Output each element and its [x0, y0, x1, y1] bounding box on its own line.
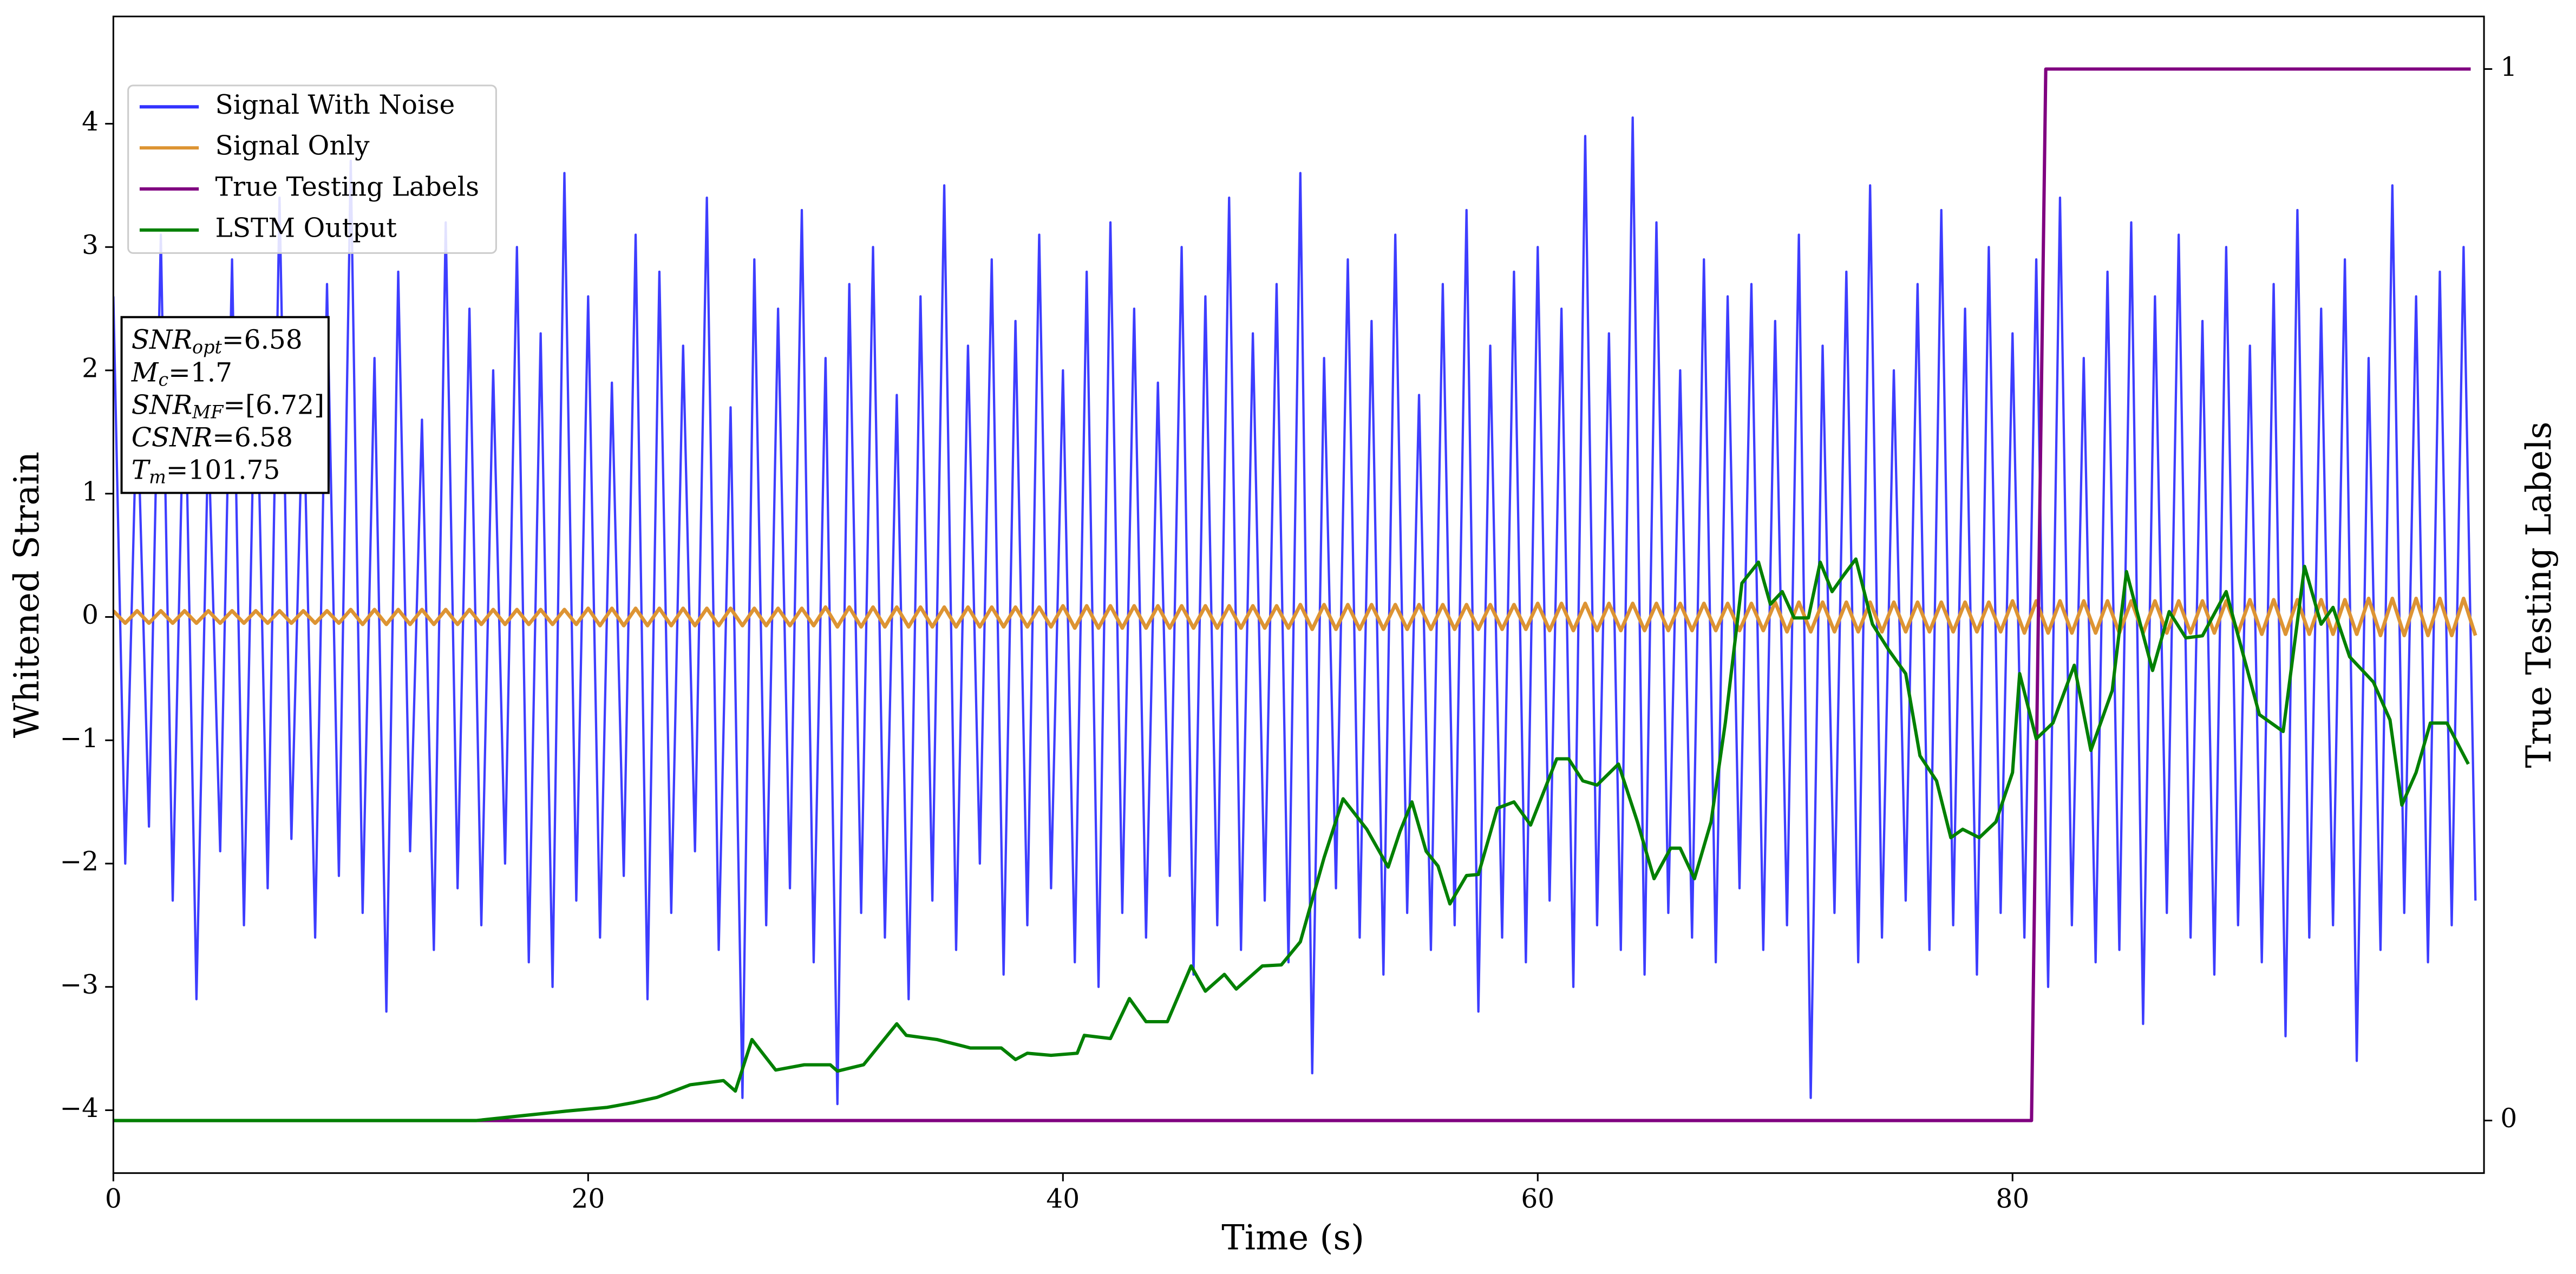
plot-area [113, 67, 2477, 1122]
series-line [113, 557, 2470, 1122]
y-tick-label: −4 [60, 1093, 99, 1123]
series-line [113, 116, 2477, 1106]
y-tick-label: 3 [82, 230, 99, 260]
stat-subscript: opt [192, 336, 222, 357]
stat-symbol: M [131, 357, 159, 388]
legend-label: Signal With Noise [215, 90, 455, 120]
y-tick-label: −3 [60, 970, 99, 1000]
stats-box: SNRopt=6.58Mc=1.7SNRMF=[6.72]CSNR=6.58Tm… [120, 316, 330, 494]
legend-label: True Testing Labels [215, 172, 480, 202]
x-tick-label: 0 [105, 1184, 122, 1214]
stat-line: SNRMF=[6.72] [132, 390, 324, 423]
stat-symbol: SNR [132, 325, 192, 355]
y2-tick-label: 0 [2500, 1103, 2517, 1134]
stat-subscript: c [158, 369, 168, 390]
legend-label: Signal Only [215, 131, 370, 161]
stat-value: =1.7 [168, 357, 232, 388]
legend: Signal With Noise Signal Only True Testing… [127, 84, 497, 254]
axes-frame [112, 15, 2485, 1174]
stat-value: =[6.72] [223, 390, 324, 420]
stat-symbol: CSNR [132, 422, 212, 453]
x-tick-label: 40 [1046, 1184, 1080, 1214]
x-tick-label: 60 [1521, 1184, 1554, 1214]
stat-value: =6.58 [222, 325, 303, 355]
stat-line: CSNR=6.58 [132, 422, 293, 453]
stat-symbol: T [132, 455, 151, 485]
y-tick-label: −2 [60, 846, 99, 877]
y-tick-label: 0 [82, 600, 99, 630]
series-line [113, 597, 2477, 638]
y-axis-label: Whitened Strain [7, 452, 47, 738]
y-tick-label: 4 [82, 107, 99, 137]
y2-tick-label: 1 [2500, 52, 2517, 82]
stat-value: =101.75 [166, 455, 280, 485]
stat-line: Tm=101.75 [132, 455, 280, 488]
stat-line: SNRopt=6.58 [132, 325, 303, 358]
stat-value: =6.58 [212, 422, 293, 453]
y-tick-label: 2 [82, 354, 99, 384]
x-axis-label: Time (s) [1221, 1218, 1364, 1258]
x-tick-label: 80 [1996, 1184, 2029, 1214]
series-line [113, 67, 2471, 1122]
stat-subscript: MF [192, 402, 224, 423]
stats-frame [120, 316, 330, 494]
y2-axis-label: True Testing Labels [2519, 422, 2559, 768]
stat-subscript: m [149, 467, 166, 488]
x-tick-label: 20 [571, 1184, 605, 1214]
y-tick-label: 1 [82, 476, 99, 507]
legend-label: LSTM Output [215, 213, 397, 243]
legend-frame [127, 84, 497, 254]
stat-symbol: SNR [132, 390, 192, 420]
y-tick-label: −1 [60, 723, 99, 754]
stat-line: Mc=1.7 [131, 357, 232, 390]
